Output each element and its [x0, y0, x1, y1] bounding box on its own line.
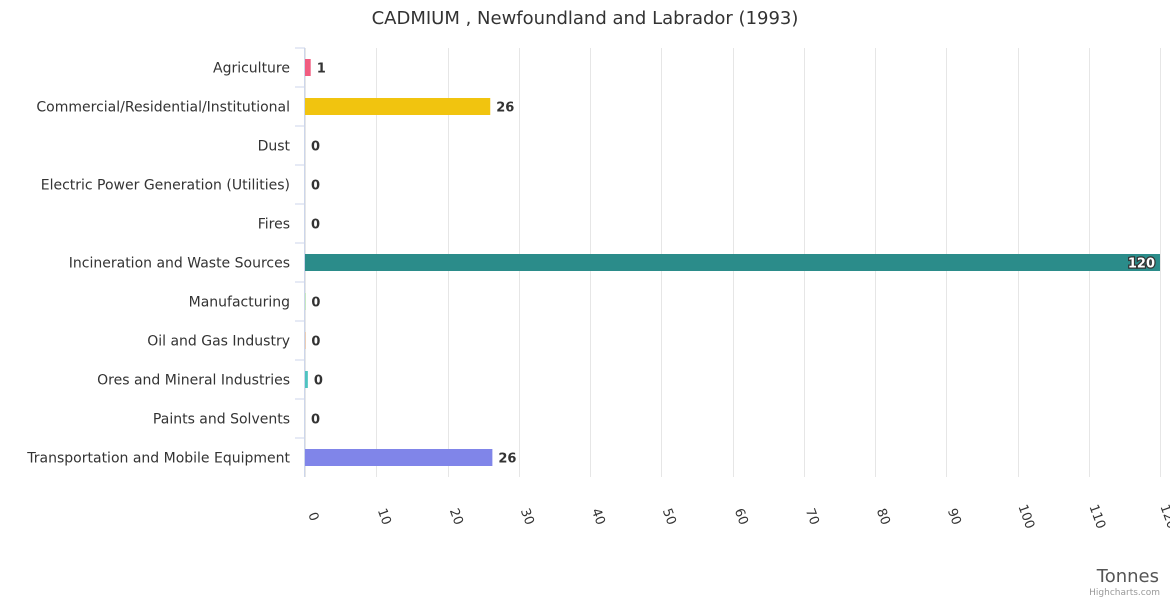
- x-tick-label: 10: [374, 506, 394, 527]
- bars: [305, 59, 1160, 466]
- x-tick-label: 40: [588, 506, 608, 527]
- data-label: 0: [311, 335, 320, 350]
- credits-link[interactable]: Highcharts.com: [1089, 588, 1160, 598]
- x-tick-label: 20: [446, 506, 466, 527]
- x-tick-label: 70: [802, 506, 822, 527]
- bar[interactable]: [305, 254, 1160, 271]
- data-label: 0: [311, 179, 320, 194]
- data-label: 26: [496, 101, 514, 116]
- category-label: Oil and Gas Industry: [147, 334, 290, 350]
- chart-title: CADMIUM , Newfoundland and Labrador (199…: [372, 8, 799, 29]
- category-label: Dust: [258, 139, 291, 155]
- bar[interactable]: [305, 59, 311, 76]
- data-label: 120: [1128, 257, 1155, 272]
- x-tick-label: 100: [1014, 503, 1037, 531]
- x-axis-title: Tonnes: [1096, 566, 1159, 587]
- data-label: 0: [311, 140, 320, 155]
- x-tick-label: 90: [944, 506, 964, 527]
- data-label: 0: [311, 296, 320, 311]
- x-tick-label: 120: [1156, 503, 1170, 531]
- category-label: Manufacturing: [189, 295, 290, 311]
- category-label: Incineration and Waste Sources: [69, 256, 290, 272]
- category-label: Transportation and Mobile Equipment: [26, 451, 290, 467]
- data-labels: 1 26 0 0 0 120 0 0 0 0 26: [311, 62, 1156, 467]
- x-tick-label: 0: [304, 510, 321, 523]
- bar[interactable]: [305, 449, 493, 466]
- x-tick-label: 30: [517, 506, 537, 527]
- data-label: 26: [498, 452, 516, 467]
- category-label: Ores and Mineral Industries: [97, 373, 290, 389]
- bar[interactable]: [305, 98, 491, 115]
- x-tick-label: 60: [731, 506, 751, 527]
- category-label: Paints and Solvents: [153, 412, 290, 428]
- category-label: Electric Power Generation (Utilities): [41, 178, 290, 194]
- category-label: Commercial/Residential/Institutional: [36, 100, 290, 116]
- x-tick-label: 80: [873, 506, 893, 527]
- data-label: 1: [317, 62, 326, 77]
- data-label: 0: [311, 218, 320, 233]
- x-tick-label: 50: [659, 506, 679, 527]
- category-label: Agriculture: [213, 61, 290, 77]
- x-axis-ticks: 0 10 20 30 40 50 60 70 80 90 100 110 120: [304, 503, 1170, 531]
- data-label: 0: [311, 413, 320, 428]
- category-label: Fires: [258, 217, 290, 233]
- data-label: 0: [314, 374, 323, 389]
- x-tick-label: 110: [1085, 503, 1108, 531]
- category-labels: Agriculture Commercial/Residential/Instit…: [26, 61, 290, 467]
- bar[interactable]: [305, 371, 308, 388]
